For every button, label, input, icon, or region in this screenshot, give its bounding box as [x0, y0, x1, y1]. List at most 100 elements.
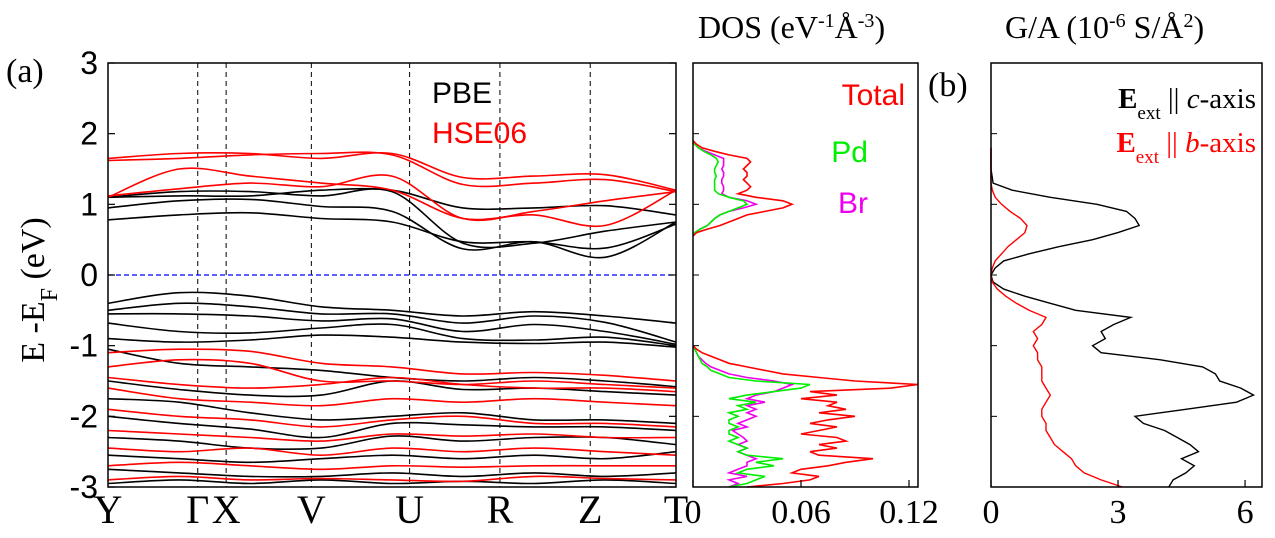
band-line — [107, 376, 677, 393]
kpoint-label: R — [487, 487, 514, 532]
band-line — [107, 415, 677, 439]
x-tick-label: 6 — [1237, 494, 1254, 531]
band-line — [107, 468, 677, 478]
dos-axis-ticks: 0 0.06 0.12 — [685, 62, 939, 531]
y-tick-label: 2 — [80, 116, 98, 152]
g-x-axis-mid: S/Å — [1126, 9, 1184, 45]
dos-x-axis-mid: Å — [835, 9, 858, 45]
conductance-lines — [990, 147, 1256, 488]
kpoint-label: V — [297, 487, 326, 532]
x-tick-label: 3 — [1110, 494, 1127, 531]
legend-e-b-rest: -axis — [1200, 127, 1256, 159]
band-line — [107, 174, 677, 222]
band-structure-panel: (a) E -EF (eV) 3 2 1 0 -1 -2 -3Y Γ X V U R Z T PBE HS… — [6, 45, 688, 532]
y-tick-label: 1 — [80, 186, 98, 222]
legend-e-c-subscript: ext — [1137, 103, 1161, 124]
dos-x-axis-end: ) — [874, 9, 885, 45]
dos-x-axis-label: DOS (eV — [698, 9, 818, 45]
y-tick-label: -3 — [70, 469, 98, 505]
y-tick-label: -2 — [70, 398, 98, 434]
g-x-axis-end: ) — [1193, 9, 1204, 45]
dos-line — [692, 140, 759, 237]
band-line — [107, 211, 677, 250]
band-line — [107, 429, 677, 442]
dos-line — [692, 345, 795, 488]
legend-pd: Pd — [831, 136, 868, 169]
panel-label-a: (a) — [6, 53, 44, 90]
band-line — [107, 312, 677, 346]
conductance-panel: (b) G/A (10-6 S/Å2) 0 3 6 Eext || c-axis E… — [928, 9, 1263, 531]
legend-e-b-italic: b — [1185, 127, 1200, 159]
x-tick-label: 0.12 — [879, 494, 939, 531]
band-line — [107, 450, 677, 464]
dos-panel: DOS (eV-1Å-3) 0 0.06 0.12 Total Pd Br — [685, 9, 939, 531]
legend-e-c-rest: -axis — [1200, 83, 1256, 115]
legend-e-b-subscript: ext — [1136, 147, 1160, 168]
band-line — [107, 348, 677, 382]
legend-e-c-italic: c — [1187, 83, 1200, 115]
band-line — [107, 152, 677, 191]
band-y-axis-label: E -E — [15, 301, 52, 362]
x-tick-label: 0 — [983, 494, 1000, 531]
band-line — [107, 322, 677, 347]
band-y-axis-unit: (eV) — [15, 217, 52, 288]
band-line — [107, 151, 677, 193]
band-line — [107, 408, 677, 428]
band-line — [107, 358, 677, 389]
x-tick-label: 0 — [685, 494, 702, 531]
y-tick-label: 0 — [80, 257, 98, 293]
legend-e-b-symbol: E — [1116, 127, 1135, 159]
band-lines — [107, 151, 677, 485]
band-line — [107, 461, 676, 471]
band-line — [107, 397, 677, 425]
kpoint-label: X — [212, 487, 241, 532]
legend-total: Total — [842, 79, 905, 112]
legend-br: Br — [838, 187, 868, 220]
legend-e-c-symbol: E — [1118, 83, 1137, 115]
conductance-line — [990, 147, 1256, 488]
conductance-line — [990, 147, 1123, 488]
x-tick-label: 0.06 — [771, 494, 831, 531]
g-x-axis-sup2: 2 — [1183, 10, 1193, 32]
g-x-axis-title: G/A (10-6 S/Å2) — [1005, 9, 1204, 45]
dos-line — [692, 345, 811, 488]
g-x-axis-label: G/A (10 — [1005, 9, 1109, 45]
legend-e-c-parallel: || — [1161, 83, 1187, 115]
band-line — [107, 387, 677, 407]
kpoint-label: U — [395, 487, 424, 532]
legend-e-b-axis: Eext || b-axis — [1116, 127, 1256, 168]
kpoint-label: Y — [94, 487, 123, 532]
legend-hse06: HSE06 — [432, 117, 527, 150]
dos-x-axis-title: DOS (eV-1Å-3) — [698, 9, 885, 45]
kpoint-label: Γ — [186, 487, 209, 532]
band-axis-ticks: 3 2 1 0 -1 -2 -3Y Γ X V U R Z T — [70, 45, 689, 532]
conductance-axis-ticks: 0 3 6 — [983, 62, 1254, 531]
legend-e-b-parallel: || — [1159, 127, 1185, 159]
dos-plot-frame — [692, 62, 919, 488]
band-line — [107, 334, 677, 348]
y-tick-label: 3 — [80, 45, 98, 81]
band-line — [107, 198, 677, 259]
kpoint-label: T — [664, 487, 688, 532]
legend-e-c-axis: Eext || c-axis — [1118, 83, 1256, 124]
dos-x-axis-sup2: -3 — [858, 10, 875, 32]
band-line — [107, 479, 677, 485]
g-x-axis-sup1: -6 — [1109, 10, 1126, 32]
panel-label-b: (b) — [928, 67, 968, 104]
dos-lines — [692, 140, 919, 488]
band-line — [107, 188, 677, 249]
band-line — [107, 302, 677, 343]
y-tick-label: -1 — [70, 328, 98, 364]
dos-line — [692, 140, 749, 237]
kpoint-label: Z — [578, 487, 602, 532]
band-line — [107, 447, 677, 457]
dos-line — [692, 140, 795, 237]
band-y-axis-title: E -EF (eV) — [15, 217, 63, 363]
legend-pbe: PBE — [432, 77, 492, 110]
dos-x-axis-sup1: -1 — [818, 10, 835, 32]
band-line — [107, 167, 677, 228]
dos-line — [692, 345, 919, 488]
band-line — [107, 291, 677, 324]
band-line — [107, 475, 677, 483]
